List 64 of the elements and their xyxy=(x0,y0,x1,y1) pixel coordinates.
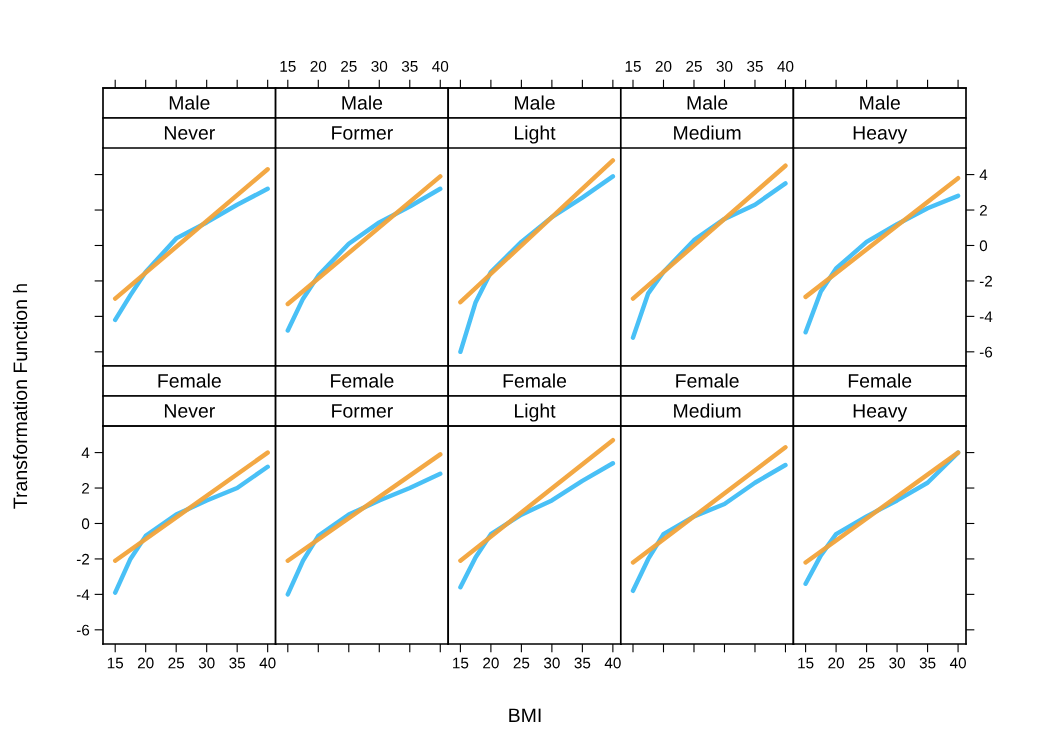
chart-title: Male xyxy=(169,95,210,110)
chart-subtitle: Former xyxy=(332,126,393,140)
x-tick-label: 40 xyxy=(604,657,621,669)
y-tick-label: -2 xyxy=(76,553,90,565)
y-tick-label: -4 xyxy=(76,589,90,600)
chart-title: Male xyxy=(860,95,900,110)
x-tick-label: 40 xyxy=(432,60,449,72)
y-tick-label: 2 xyxy=(82,482,90,494)
y-tick-label: -6 xyxy=(76,624,90,636)
chart-subtitle: Light xyxy=(515,403,556,422)
x-tick-label: 40 xyxy=(949,657,966,669)
chart-title: Male xyxy=(342,95,383,110)
x-tick-label: 35 xyxy=(747,60,763,72)
chart-subtitle: Medium xyxy=(674,403,741,418)
x-tick-label: 35 xyxy=(229,657,246,669)
x-tick-label: 40 xyxy=(259,657,276,669)
y-tick-label: -4 xyxy=(979,311,993,322)
y-tick-label: 0 xyxy=(979,240,988,252)
y-tick-label: 4 xyxy=(81,447,90,459)
x-tick-label: 25 xyxy=(858,657,875,669)
x-tick-label: 25 xyxy=(686,60,702,72)
y-tick-label: 0 xyxy=(81,518,90,530)
chart-title: Female xyxy=(158,373,221,388)
x-tick-label: 35 xyxy=(574,657,591,669)
x-tick-label: 30 xyxy=(371,60,388,72)
chart-title: Male xyxy=(687,95,728,110)
x-tick-label: 35 xyxy=(401,60,418,72)
x-tick-label: 30 xyxy=(543,657,560,669)
x-tick-label: 15 xyxy=(625,61,641,72)
x-tick-label: 20 xyxy=(310,60,327,72)
y-tick-label: 2 xyxy=(979,204,987,216)
x-tick-label: 20 xyxy=(483,657,499,669)
x-tick-label: 30 xyxy=(198,657,215,669)
chart-title: Female xyxy=(503,373,567,388)
y-tick-label: -6 xyxy=(979,346,993,358)
x-tick-label: 15 xyxy=(453,657,469,669)
x-tick-label: 15 xyxy=(280,61,296,72)
chart-subtitle: Never xyxy=(164,126,215,140)
chart-subtitle: Heavy xyxy=(853,126,908,144)
x-tick-label: 20 xyxy=(655,60,672,72)
x-tick-label: 20 xyxy=(137,657,154,669)
y-tick-label: 4 xyxy=(979,169,988,181)
chart-title: Female xyxy=(848,373,912,388)
chart-subtitle: Light xyxy=(515,125,556,144)
x-tick-label: 30 xyxy=(716,60,733,72)
chart-title: Female xyxy=(676,373,739,388)
x-tick-label: 30 xyxy=(889,657,905,669)
chart-subtitle: Former xyxy=(332,404,393,418)
x-axis-title: BMI xyxy=(509,708,541,723)
chart-title: Male xyxy=(515,95,555,110)
x-tick-label: 25 xyxy=(341,60,357,72)
x-tick-label: 15 xyxy=(798,657,814,669)
x-tick-label: 20 xyxy=(828,657,844,669)
chart-subtitle: Heavy xyxy=(853,404,908,422)
chart-subtitle: Never xyxy=(164,404,215,418)
x-tick-label: 15 xyxy=(107,657,124,669)
x-tick-label: 35 xyxy=(919,657,936,669)
x-tick-label: 40 xyxy=(777,60,794,72)
x-tick-label: 25 xyxy=(513,657,530,669)
chart-title: Female xyxy=(331,373,394,388)
x-tick-label: 25 xyxy=(168,657,185,669)
y-axis-title: Transformation Function h xyxy=(12,284,28,509)
y-tick-label: -2 xyxy=(979,275,993,287)
chart-subtitle: Medium xyxy=(674,125,741,140)
